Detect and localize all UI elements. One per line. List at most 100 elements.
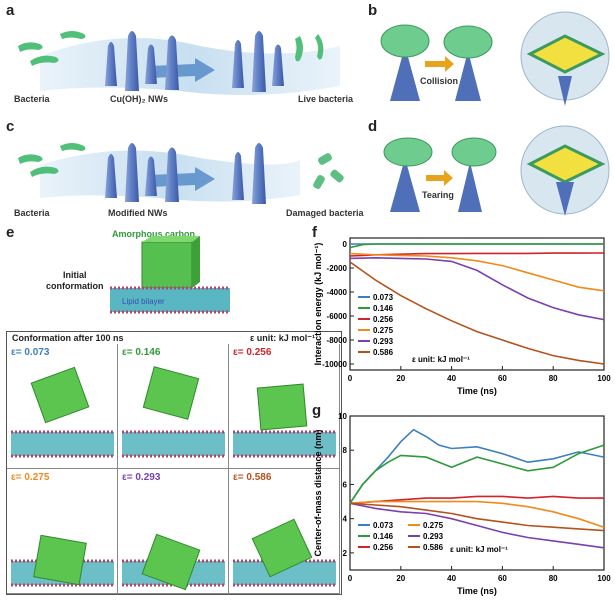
initial-conformation-label: Initial conformation — [46, 270, 104, 291]
lipid-headgroups — [233, 430, 336, 458]
lipid-bilayer — [122, 432, 225, 456]
carbon-cube-side — [192, 236, 200, 288]
conformation-cell: ε= 0.256 — [229, 344, 340, 469]
conformation-cell: ε= 0.275 — [7, 469, 118, 594]
caption-nanowires-a: Cu(OH)₂ NWs — [110, 94, 168, 104]
chart-f: 0 20 40 60 80 100 0 -2000 -4000 -6000 -8000 -10000 T… — [313, 237, 611, 396]
epsilon-label: ε= 0.586 — [233, 472, 272, 483]
x-tick-label: 100 — [597, 574, 611, 583]
y-tick-label: 8 — [343, 446, 348, 455]
nanowire-zoom-b — [558, 76, 572, 106]
y-tick-label: -2000 — [327, 264, 348, 273]
nanowire-tip-b2 — [455, 51, 481, 101]
bacteria-group-c — [18, 143, 86, 177]
bacterium-d1 — [383, 137, 433, 167]
conformation-cell: ε= 0.586 — [229, 469, 340, 594]
panel-c-illustration — [18, 143, 344, 204]
lipid-bilayer — [233, 432, 336, 456]
panel-label-g: g — [312, 402, 322, 419]
caption-modified-nws: Modified NWs — [108, 208, 168, 218]
legend-label: 0.146 — [373, 304, 394, 313]
lipid-headgroups — [11, 559, 114, 587]
y-axis-label: Center-of-mass distance (nm) — [313, 429, 323, 556]
lipid-headgroups — [11, 430, 114, 458]
carbon-cube — [251, 518, 313, 578]
y-tick-label: 2 — [343, 549, 348, 558]
epsilon-label: ε= 0.073 — [11, 347, 50, 358]
carbon-cube — [256, 383, 308, 431]
x-tick-label: 80 — [549, 574, 558, 583]
nanowire-tip-d2 — [458, 162, 482, 212]
series-line — [349, 502, 605, 549]
series-line — [349, 495, 604, 505]
panel-label-f: f — [312, 224, 317, 241]
nanowire-array-c — [105, 143, 266, 204]
panel-label-a: a — [6, 2, 15, 19]
panel-label-b: b — [368, 2, 378, 19]
bacteria-group — [18, 31, 324, 66]
lipid-headgroups — [122, 559, 225, 587]
amorphous-carbon-label: Amorphous carbon — [112, 229, 196, 239]
carbon-cube — [30, 366, 90, 424]
plot-frame — [349, 237, 605, 371]
x-axis-label: Time (ns) — [457, 586, 497, 596]
lipid-bilayer-label: Lipid bilayer — [122, 297, 165, 306]
legend-label: 0.293 — [423, 532, 444, 541]
x-tick-label: 20 — [396, 374, 405, 383]
y-tick-label: 6 — [343, 480, 348, 489]
panel-label-e: e — [6, 224, 15, 241]
cell-illustration — [11, 366, 114, 458]
y-axis-label: Interaction energy (kJ mol⁻¹) — [313, 243, 323, 366]
caption-live-bacteria: Live bacteria — [298, 94, 354, 104]
cell-illustration — [122, 366, 225, 458]
x-tick-label: 100 — [597, 374, 611, 383]
cell-illustration — [122, 533, 225, 591]
legend-label: 0.073 — [373, 521, 394, 530]
series-line — [349, 444, 605, 504]
legend-label: 0.275 — [373, 326, 394, 335]
legend-label: 0.256 — [373, 543, 394, 552]
cell-illustration — [233, 518, 336, 587]
carbon-cube-initial — [141, 241, 193, 289]
conformation-cell: ε= 0.146 — [118, 344, 229, 469]
series-line — [349, 500, 605, 528]
series-line — [349, 502, 605, 532]
grid-title: Conformation after 100 ns — [12, 333, 124, 343]
x-tick-label: 60 — [498, 374, 507, 383]
legend-label: 0.586 — [423, 543, 444, 552]
y-tick-label: 0 — [343, 240, 348, 249]
epsilon-label: ε= 0.146 — [122, 347, 161, 358]
panel-label-c: c — [6, 118, 15, 135]
nanowire-zoom-d — [556, 182, 574, 216]
legend-label: 0.275 — [423, 521, 444, 530]
lipid-headgroups — [122, 430, 225, 458]
y-tick-label: 4 — [343, 515, 348, 524]
x-tick-label: 0 — [348, 374, 353, 383]
caption-damaged-bacteria: Damaged bacteria — [286, 208, 364, 218]
legend-label: 0.293 — [373, 337, 394, 346]
panel-a-illustration — [18, 31, 340, 95]
legend-label: 0.073 — [373, 293, 394, 302]
lipid-bilayer-initial — [110, 288, 230, 312]
arrow-text-b: Collision — [420, 76, 458, 86]
cell-illustration — [233, 383, 336, 458]
legend-unit-note: ε unit: kJ mol⁻¹ — [412, 355, 470, 364]
legend-label: 0.256 — [373, 315, 394, 324]
initial-conformation-illustration: Lipid bilayer — [110, 236, 230, 314]
x-tick-label: 40 — [447, 574, 456, 583]
legend-label: 0.146 — [373, 532, 394, 541]
series-line — [349, 256, 605, 321]
unit-note-e: ε unit: kJ mol⁻¹ — [250, 333, 316, 343]
panel-label-d: d — [368, 118, 378, 135]
legend-label: 0.586 — [373, 348, 394, 357]
chart-g: 0 20 40 60 80 100 2 4 6 8 10 Time (ns) Center-of-mas… — [313, 412, 611, 596]
y-tick-label: -6000 — [327, 312, 348, 321]
bacterium-b2 — [443, 25, 493, 59]
panel-b-illustration: Collision — [380, 11, 610, 106]
nanowire-tip-b1 — [390, 46, 420, 101]
epsilon-label: ε= 0.256 — [233, 347, 272, 358]
x-tick-label: 0 — [348, 574, 353, 583]
carbon-cube — [142, 366, 200, 420]
caption-bacteria-c: Bacteria — [14, 208, 50, 218]
damaged-bacteria-fragments — [313, 153, 344, 189]
